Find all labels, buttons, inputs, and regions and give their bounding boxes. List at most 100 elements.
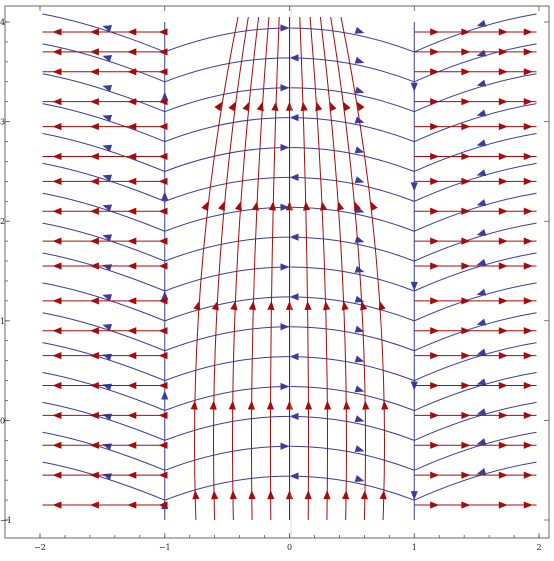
red-arrow xyxy=(127,352,137,360)
red-arrow xyxy=(158,297,168,305)
red-arrow xyxy=(52,441,62,449)
blue-arrow xyxy=(354,325,365,333)
red-arrow xyxy=(271,101,279,112)
red-arrow xyxy=(498,381,508,390)
red-stream-vertical xyxy=(299,16,309,521)
blue-arrow xyxy=(102,323,113,331)
red-arrow xyxy=(158,68,168,76)
blue-arrow xyxy=(280,323,290,331)
blue-arrow xyxy=(476,199,487,207)
red-arrow xyxy=(285,300,294,310)
blue-stream-left xyxy=(42,132,165,172)
red-arrow xyxy=(430,28,440,36)
red-arrow xyxy=(52,122,62,131)
red-arrow xyxy=(127,262,137,270)
red-arrow xyxy=(285,490,294,500)
red-arrow xyxy=(378,300,386,311)
red-arrow xyxy=(52,207,62,215)
blue-stream-right xyxy=(414,13,537,53)
red-arrow xyxy=(498,471,508,479)
red-arrow xyxy=(158,48,168,56)
red-arrow xyxy=(461,152,471,161)
blue-stream-right xyxy=(414,252,537,292)
red-arrow xyxy=(498,207,508,215)
red-arrow xyxy=(498,262,508,270)
red-arrow xyxy=(127,297,137,305)
red-arrow xyxy=(430,152,440,161)
red-arrow xyxy=(158,207,168,215)
red-arrow xyxy=(127,471,137,479)
red-arrow xyxy=(337,201,345,211)
blue-arrow xyxy=(476,169,487,177)
red-arrow xyxy=(498,68,508,76)
blue-arrow xyxy=(280,263,290,271)
red-arrow xyxy=(523,501,533,509)
y-tick-label: 1 xyxy=(0,317,5,326)
red-arrow xyxy=(304,490,312,500)
red-stream-vertical xyxy=(309,16,328,521)
red-arrow xyxy=(127,381,137,390)
red-arrow xyxy=(251,201,259,211)
red-arrow xyxy=(300,101,308,112)
y-tick-label: 2 xyxy=(0,217,5,226)
blue-arrow xyxy=(476,348,487,356)
blue-arrow xyxy=(280,203,290,211)
red-arrow xyxy=(461,237,471,245)
red-arrow xyxy=(430,501,440,509)
red-arrow xyxy=(461,98,471,106)
red-arrow xyxy=(211,490,219,500)
blue-arrow xyxy=(476,438,487,446)
blue-stream-left xyxy=(42,252,165,292)
blue-stream-right xyxy=(414,372,537,411)
red-arrow xyxy=(89,177,99,185)
red-arrow xyxy=(89,237,99,245)
blue-arrow xyxy=(102,114,113,122)
blue-stream-left xyxy=(42,222,165,262)
red-stream-vertical xyxy=(232,16,260,521)
red-arrow xyxy=(461,207,471,215)
blue-arrow xyxy=(102,204,113,212)
red-arrow xyxy=(523,352,533,360)
red-arrow xyxy=(268,201,277,211)
blue-arrow xyxy=(102,174,113,182)
red-arrow xyxy=(248,300,256,311)
red-arrow xyxy=(52,471,62,479)
red-arrow xyxy=(89,501,99,509)
red-arrow xyxy=(234,201,242,211)
red-arrow xyxy=(52,48,62,56)
red-arrow xyxy=(158,177,168,185)
blue-arrow xyxy=(410,82,418,92)
red-arrow xyxy=(218,201,225,211)
blue-arrow xyxy=(289,472,299,480)
blue-arrow xyxy=(354,86,365,94)
red-arrow xyxy=(127,207,137,215)
blue-arrow xyxy=(289,412,299,420)
blue-arrow xyxy=(354,56,365,64)
red-arrow xyxy=(323,490,331,500)
red-arrow xyxy=(248,490,256,500)
blue-stream-right xyxy=(414,162,537,202)
red-stream-vertical xyxy=(330,16,366,521)
red-arrow xyxy=(343,400,351,410)
red-arrow xyxy=(430,207,440,215)
red-arrow xyxy=(89,381,99,390)
red-arrow xyxy=(461,177,471,185)
red-arrow xyxy=(360,490,368,500)
blue-stream-left xyxy=(42,461,165,501)
red-arrow xyxy=(267,300,275,311)
blue-stream-right xyxy=(414,282,537,322)
blue-stream-left xyxy=(42,312,165,352)
red-arrow xyxy=(341,300,349,311)
red-arrow xyxy=(461,471,471,479)
red-arrow xyxy=(523,48,533,56)
red-arrow xyxy=(127,68,137,76)
blue-stream-right xyxy=(414,401,537,441)
blue-arrow xyxy=(354,445,365,453)
red-arrow xyxy=(89,207,99,215)
red-arrow xyxy=(127,501,137,509)
red-arrow xyxy=(430,177,440,185)
red-arrow xyxy=(430,327,440,335)
red-arrow xyxy=(461,262,471,270)
blue-arrow xyxy=(476,258,487,266)
